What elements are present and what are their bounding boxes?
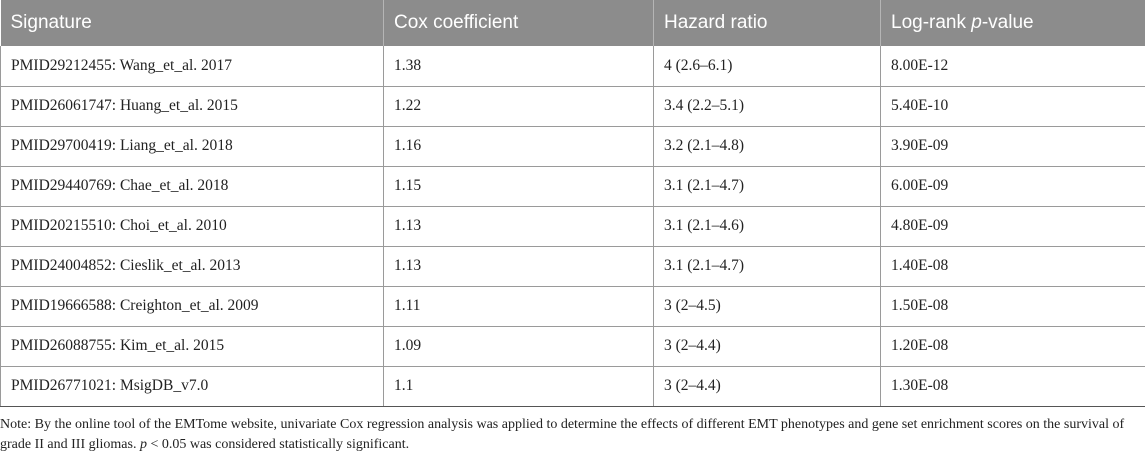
cell-pvalue: 1.30E-08 [881, 366, 1145, 406]
cell-pvalue: 3.90E-09 [881, 126, 1145, 166]
table-row: PMID29700419: Liang_et_al. 2018 1.16 3.2… [1, 126, 1145, 166]
cell-cox: 1.1 [384, 366, 654, 406]
footnote-text-2: < 0.05 was considered statistically sign… [147, 437, 409, 452]
cell-hazard-ratio: 3.1 (2.1–4.7) [654, 166, 881, 206]
cell-hazard-ratio: 3.1 (2.1–4.6) [654, 206, 881, 246]
cell-hazard-ratio: 4 (2.6–6.1) [654, 46, 881, 86]
table-footnote: Note: By the online tool of the EMTome w… [0, 407, 1140, 455]
footnote-p-italic: p [140, 437, 147, 452]
cell-pvalue: 1.50E-08 [881, 286, 1145, 326]
cell-cox: 1.22 [384, 86, 654, 126]
cell-signature: PMID26088755: Kim_et_al. 2015 [1, 326, 384, 366]
header-logrank-prefix: Log-rank [891, 12, 971, 33]
cell-cox: 1.38 [384, 46, 654, 86]
cell-hazard-ratio: 3.2 (2.1–4.8) [654, 126, 881, 166]
header-logrank-pvalue: Log-rank p-value [881, 0, 1145, 46]
cell-signature: PMID26771021: MsigDB_v7.0 [1, 366, 384, 406]
header-logrank-p: p [971, 12, 982, 33]
cell-hazard-ratio: 3 (2–4.4) [654, 326, 881, 366]
header-hazard-ratio: Hazard ratio [654, 0, 881, 46]
cell-signature: PMID24004852: Cieslik_et_al. 2013 [1, 246, 384, 286]
table-row: PMID26771021: MsigDB_v7.0 1.1 3 (2–4.4) … [1, 366, 1145, 406]
cell-signature: PMID29212455: Wang_et_al. 2017 [1, 46, 384, 86]
cell-hazard-ratio: 3.4 (2.2–5.1) [654, 86, 881, 126]
table-row: PMID20215510: Choi_et_al. 2010 1.13 3.1 … [1, 206, 1145, 246]
cell-hazard-ratio: 3 (2–4.5) [654, 286, 881, 326]
header-cox-coefficient: Cox coefficient [384, 0, 654, 46]
cell-signature: PMID29440769: Chae_et_al. 2018 [1, 166, 384, 206]
cell-pvalue: 1.20E-08 [881, 326, 1145, 366]
cell-pvalue: 6.00E-09 [881, 166, 1145, 206]
cell-cox: 1.09 [384, 326, 654, 366]
cell-pvalue: 8.00E-12 [881, 46, 1145, 86]
cell-signature: PMID20215510: Choi_et_al. 2010 [1, 206, 384, 246]
cell-hazard-ratio: 3 (2–4.4) [654, 366, 881, 406]
header-row: Signature Cox coefficient Hazard ratio L… [1, 0, 1145, 46]
cell-cox: 1.16 [384, 126, 654, 166]
cell-signature: PMID26061747: Huang_et_al. 2015 [1, 86, 384, 126]
cell-pvalue: 1.40E-08 [881, 246, 1145, 286]
header-logrank-suffix: -value [982, 12, 1034, 33]
cell-signature: PMID29700419: Liang_et_al. 2018 [1, 126, 384, 166]
cell-cox: 1.13 [384, 206, 654, 246]
cell-cox: 1.15 [384, 166, 654, 206]
cell-cox: 1.11 [384, 286, 654, 326]
table-row: PMID29440769: Chae_et_al. 2018 1.15 3.1 … [1, 166, 1145, 206]
table-row: PMID26061747: Huang_et_al. 2015 1.22 3.4… [1, 86, 1145, 126]
cell-pvalue: 4.80E-09 [881, 206, 1145, 246]
header-signature: Signature [1, 0, 384, 46]
table-row: PMID24004852: Cieslik_et_al. 2013 1.13 3… [1, 246, 1145, 286]
table-row: PMID29212455: Wang_et_al. 2017 1.38 4 (2… [1, 46, 1145, 86]
cell-pvalue: 5.40E-10 [881, 86, 1145, 126]
cell-cox: 1.13 [384, 246, 654, 286]
data-table: Signature Cox coefficient Hazard ratio L… [0, 0, 1145, 407]
cell-signature: PMID19666588: Creighton_et_al. 2009 [1, 286, 384, 326]
table-row: PMID26088755: Kim_et_al. 2015 1.09 3 (2–… [1, 326, 1145, 366]
cell-hazard-ratio: 3.1 (2.1–4.7) [654, 246, 881, 286]
table-row: PMID19666588: Creighton_et_al. 2009 1.11… [1, 286, 1145, 326]
